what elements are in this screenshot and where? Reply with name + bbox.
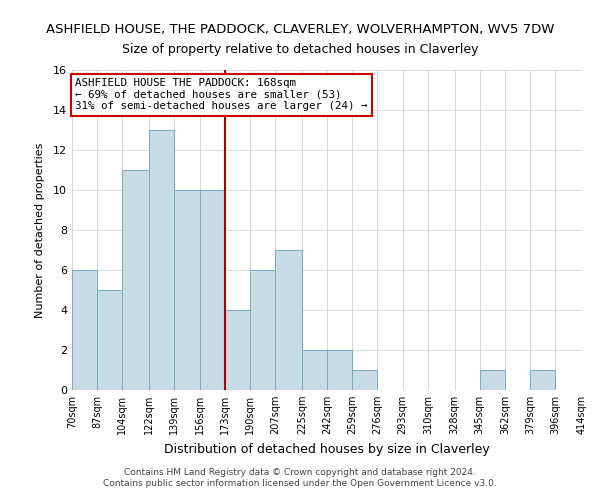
Bar [199, 190, 225, 390]
Bar [250, 270, 275, 390]
Bar [302, 350, 327, 390]
Bar [174, 190, 199, 390]
X-axis label: Distribution of detached houses by size in Claverley: Distribution of detached houses by size … [164, 442, 490, 456]
Text: ASHFIELD HOUSE THE PADDOCK: 168sqm
← 69% of detached houses are smaller (53)
31%: ASHFIELD HOUSE THE PADDOCK: 168sqm ← 69%… [75, 78, 367, 111]
Text: ASHFIELD HOUSE, THE PADDOCK, CLAVERLEY, WOLVERHAMPTON, WV5 7DW: ASHFIELD HOUSE, THE PADDOCK, CLAVERLEY, … [46, 22, 554, 36]
Bar [275, 250, 302, 390]
Bar [122, 170, 149, 390]
Bar [352, 370, 377, 390]
Bar [225, 310, 250, 390]
Text: Size of property relative to detached houses in Claverley: Size of property relative to detached ho… [122, 42, 478, 56]
Bar [72, 270, 97, 390]
Bar [582, 370, 600, 390]
Bar [480, 370, 505, 390]
Bar [530, 370, 556, 390]
Bar [97, 290, 122, 390]
Bar [149, 130, 174, 390]
Bar [327, 350, 352, 390]
Y-axis label: Number of detached properties: Number of detached properties [35, 142, 44, 318]
Text: Contains HM Land Registry data © Crown copyright and database right 2024.
Contai: Contains HM Land Registry data © Crown c… [103, 468, 497, 487]
